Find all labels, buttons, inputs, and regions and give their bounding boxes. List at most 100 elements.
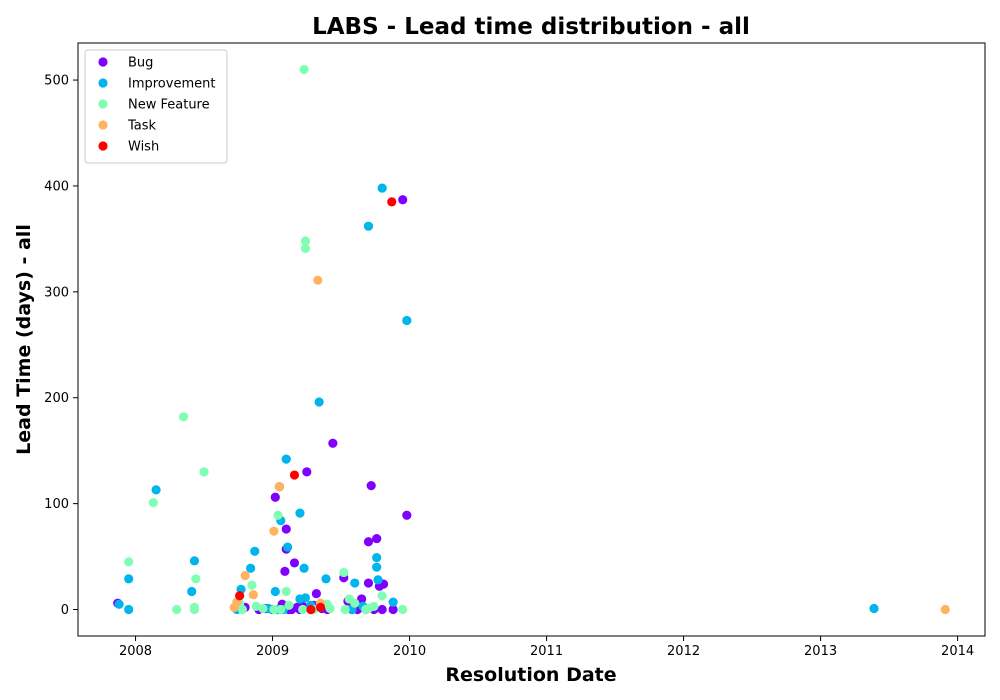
data-point-new-feature — [191, 574, 201, 584]
legend-label: New Feature — [128, 98, 210, 113]
data-point-improvement — [124, 574, 134, 584]
data-point-bug — [328, 438, 338, 448]
data-point-improvement — [869, 603, 879, 614]
legend-marker — [98, 99, 108, 109]
data-point-improvement — [299, 563, 309, 573]
data-point-new-feature — [273, 510, 283, 520]
data-point-new-feature — [189, 602, 200, 613]
x-tick-label: 2012 — [667, 644, 700, 659]
data-point-improvement — [283, 542, 293, 552]
data-point-improvement — [124, 604, 134, 615]
legend-label: Wish — [128, 140, 159, 155]
data-point-new-feature — [284, 600, 294, 610]
y-tick-label: 0 — [61, 603, 69, 618]
data-point-new-feature — [325, 603, 335, 614]
data-point-improvement — [402, 315, 412, 326]
data-point-improvement — [151, 485, 161, 495]
data-point-improvement — [373, 575, 383, 585]
data-point-improvement — [372, 553, 382, 563]
data-point-new-feature — [369, 601, 379, 611]
legend-marker — [98, 141, 108, 151]
data-point-bug — [402, 510, 412, 520]
data-point-new-feature — [247, 580, 257, 590]
data-point-bug — [281, 524, 291, 534]
data-point-improvement — [114, 599, 124, 609]
data-point-new-feature — [300, 243, 311, 254]
plot-area-frame — [77, 42, 986, 637]
data-point-new-feature — [339, 567, 349, 578]
x-axis-title: Resolution Date — [445, 664, 616, 686]
y-tick-label: 100 — [44, 497, 69, 512]
data-point-new-feature — [398, 604, 408, 615]
data-point-task — [248, 590, 258, 600]
data-point-new-feature — [172, 604, 182, 615]
data-point-new-feature — [299, 64, 309, 75]
legend-label: Improvement — [128, 77, 215, 92]
data-point-improvement — [321, 574, 331, 584]
data-point-new-feature — [148, 497, 158, 508]
data-point-new-feature — [237, 604, 248, 615]
data-point-improvement — [377, 183, 387, 193]
data-point-new-feature — [300, 236, 311, 246]
data-point-new-feature — [269, 604, 279, 615]
data-point-new-feature — [178, 412, 189, 422]
data-point-wish — [289, 470, 300, 480]
legend-marker — [98, 57, 108, 67]
data-point-improvement — [372, 562, 382, 572]
data-point-improvement — [314, 397, 324, 407]
data-point-bug — [270, 492, 280, 502]
x-tick-label: 2010 — [393, 644, 426, 659]
y-tick-label: 200 — [44, 391, 69, 406]
data-point-bug — [280, 566, 290, 577]
data-point-task — [940, 604, 950, 615]
data-point-improvement — [363, 221, 374, 231]
data-point-wish — [235, 591, 245, 601]
data-point-new-feature — [199, 467, 209, 477]
data-point-improvement — [281, 454, 291, 464]
data-point-improvement — [300, 593, 311, 603]
legend: Bug Improvement New Feature Task Wish — [84, 49, 228, 164]
data-point-improvement — [270, 586, 280, 597]
chart-title: LABS - Lead time distribution - all — [312, 14, 750, 40]
data-point-task — [274, 482, 284, 492]
data-point-new-feature — [377, 591, 387, 601]
data-point-improvement — [350, 578, 360, 588]
data-point-improvement — [388, 597, 398, 607]
data-point-new-feature — [281, 586, 291, 597]
data-point-bug — [388, 604, 398, 615]
x-tick-label: 2014 — [941, 644, 974, 659]
x-tick-label: 2011 — [530, 644, 563, 659]
data-point-new-feature — [258, 603, 268, 614]
data-point-new-feature — [124, 557, 134, 567]
legend-label: Bug — [128, 56, 153, 71]
legend-label: Task — [127, 119, 157, 134]
data-point-bug — [363, 537, 374, 547]
legend-marker — [98, 120, 108, 130]
data-point-new-feature — [340, 604, 350, 615]
data-point-wish — [306, 604, 316, 615]
data-point-improvement — [250, 546, 260, 556]
data-point-bug — [357, 594, 367, 604]
data-point-task — [313, 275, 323, 285]
x-tick-label: 2008 — [119, 644, 152, 659]
data-point-improvement — [295, 508, 305, 518]
data-point-bug — [289, 558, 300, 568]
data-point-new-feature — [298, 604, 308, 615]
x-tick-label: 2013 — [804, 644, 837, 659]
data-point-new-feature — [276, 604, 286, 615]
data-point-bug — [311, 589, 321, 599]
data-point-task — [269, 526, 279, 536]
data-point-bug — [372, 533, 382, 544]
data-point-improvement — [187, 586, 197, 597]
data-point-improvement — [246, 563, 256, 573]
y-axis-title: Lead Time (days) - all — [13, 224, 35, 455]
data-point-new-feature — [350, 598, 360, 608]
data-point-bug — [377, 604, 387, 615]
y-tick-label: 500 — [44, 74, 69, 89]
legend-frame — [84, 49, 228, 164]
y-axis: 0 100 200 300 400 500 — [44, 74, 78, 618]
data-point-wish — [387, 197, 397, 207]
y-tick-label: 400 — [44, 179, 69, 194]
data-point-bug — [363, 578, 374, 588]
